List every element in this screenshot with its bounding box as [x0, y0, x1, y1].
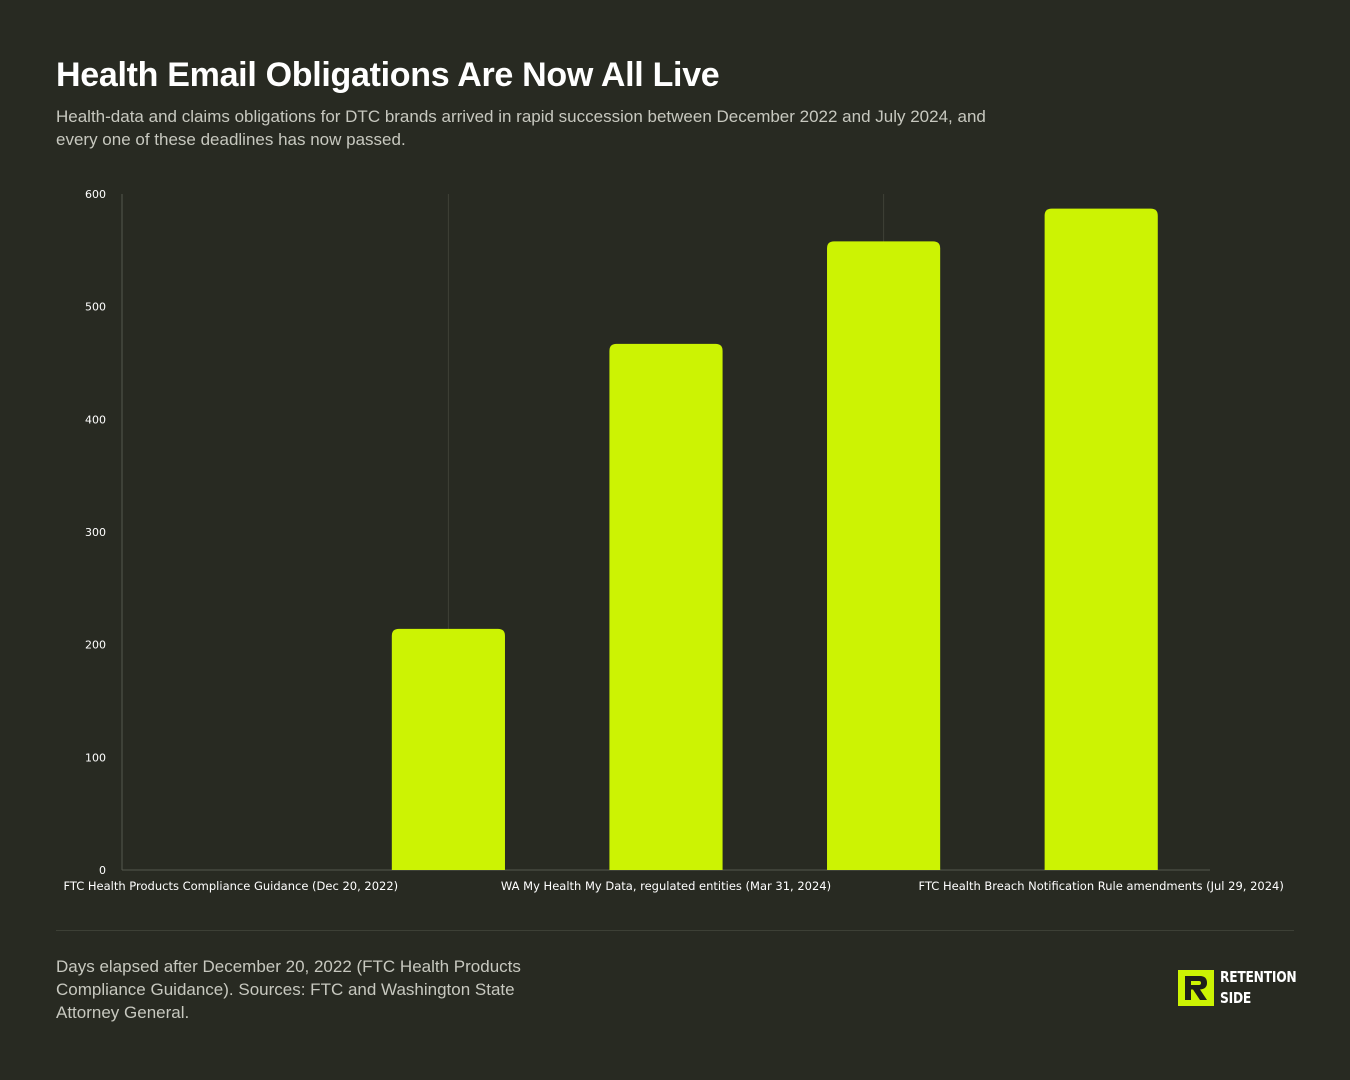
bar-2 — [609, 343, 723, 870]
logo-line-2: SIDE — [1220, 989, 1252, 1007]
x-category-label: FTC Health Products Compliance Guidance … — [63, 879, 398, 893]
y-tick-label: 0 — [99, 864, 106, 877]
y-tick-label: 300 — [85, 526, 106, 539]
y-tick-label: 600 — [85, 188, 106, 201]
y-tick-label: 500 — [85, 301, 106, 314]
x-category-label: FTC Health Breach Notification Rule amen… — [919, 879, 1284, 893]
bar-4 — [1044, 208, 1158, 870]
chart-subtitle: Health-data and claims obligations for D… — [56, 107, 986, 149]
chart-title: Health Email Obligations Are Now All Liv… — [56, 56, 720, 94]
y-tick-label: 100 — [85, 751, 106, 764]
y-tick-label: 200 — [85, 639, 106, 652]
bar-1 — [391, 628, 505, 870]
source-note: Days elapsed after December 20, 2022 (FT… — [56, 957, 521, 1022]
logo-mark-icon — [1178, 970, 1214, 1006]
logo-wordmark: RETENTION SIDE — [1220, 967, 1297, 1009]
footer-divider — [56, 930, 1294, 931]
logo-line-1: RETENTION — [1220, 968, 1297, 986]
retention-side-logo: RETENTION SIDE — [1178, 968, 1313, 1008]
bar-3 — [827, 241, 941, 870]
y-tick-label: 400 — [85, 413, 106, 426]
x-category-label: WA My Health My Data, regulated entities… — [501, 879, 831, 893]
bar-chart: 0 100 200 300 400 500 600 FTC Health Products C… — [63, 188, 1284, 893]
